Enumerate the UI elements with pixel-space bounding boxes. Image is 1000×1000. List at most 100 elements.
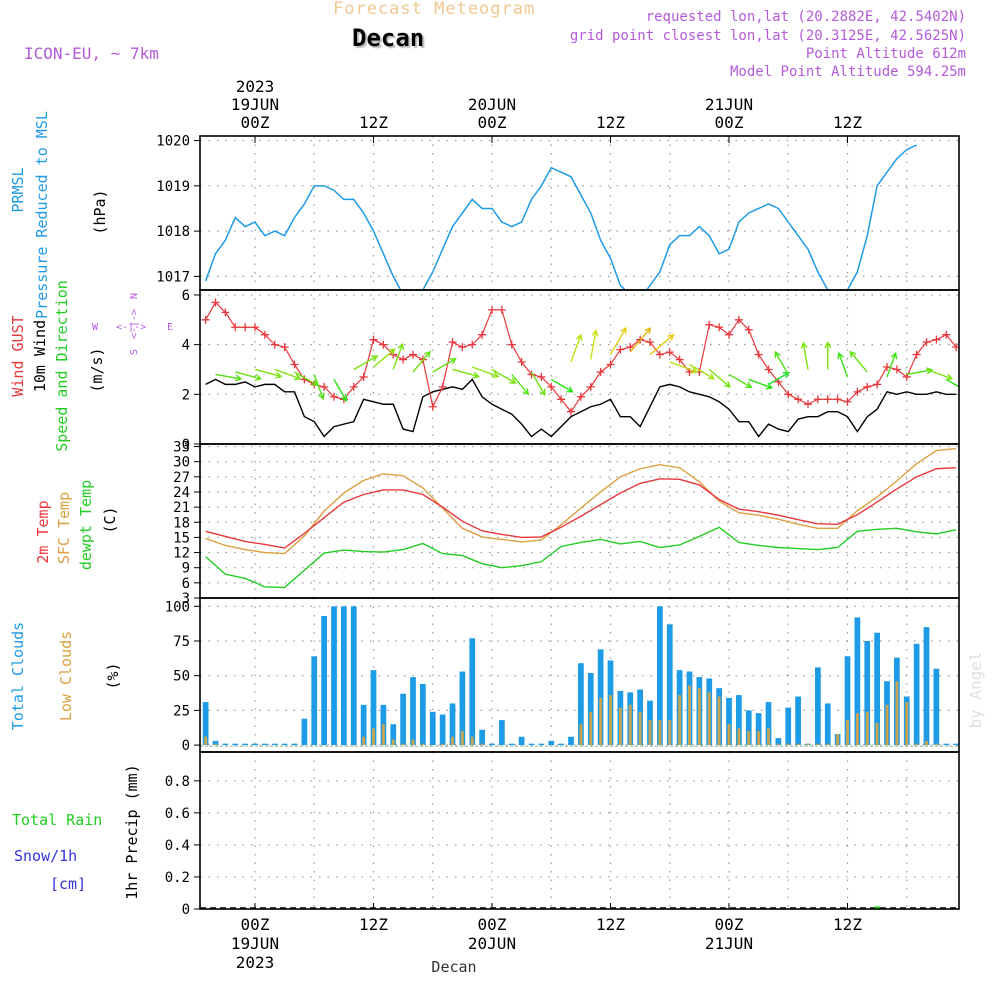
total-cloud-bar — [568, 736, 574, 746]
y-tick-label: 3 — [182, 591, 190, 607]
total-cloud-bar — [360, 704, 367, 746]
low-cloud-bar — [658, 720, 662, 746]
low-cloud-bar — [806, 743, 810, 746]
low-cloud-bar — [648, 720, 652, 746]
total-clouds-label: Total Clouds — [9, 622, 27, 730]
total-cloud-bar — [597, 649, 604, 746]
wind-direction-arrow — [412, 350, 431, 373]
y-tick-label: 30 — [173, 455, 190, 471]
total-cloud-bar — [736, 695, 742, 746]
total-cloud-bar — [755, 713, 762, 746]
low-cloud-bar — [609, 695, 612, 746]
total-cloud-bar — [469, 638, 476, 746]
bottom-time-label: 12Z — [359, 915, 388, 934]
bottom-time-label: 00Z — [715, 915, 744, 934]
wind-gust-marker — [557, 395, 566, 404]
low-cloud-bar — [362, 736, 366, 746]
y-tick-label: 0.6 — [165, 806, 190, 822]
wind-gust-marker — [231, 323, 240, 332]
total-cloud-bar — [341, 606, 347, 746]
pressure-line — [204, 144, 917, 290]
total-cloud-bar — [459, 671, 466, 746]
pressure-label-prmsl: PRMSL — [9, 167, 27, 212]
compass-south: S — [129, 349, 140, 355]
total-cloud-bar — [657, 606, 663, 746]
product-title: Forecast Meteogram — [333, 0, 536, 19]
wind-direction-arrow — [294, 371, 319, 386]
wind-gust-marker — [201, 315, 210, 324]
wind-speed-line — [205, 378, 957, 438]
y-tick-label: 18 — [173, 515, 190, 531]
wind-gust-marker — [409, 350, 417, 359]
top-time-label: 21JUN — [705, 95, 753, 114]
wind-gust-marker — [330, 392, 338, 401]
total-cloud-bar — [933, 668, 940, 746]
low-cloud-bar — [846, 720, 849, 746]
total-cloud-bar — [943, 743, 950, 746]
total-cloud-bar — [765, 702, 772, 746]
low-cloud-bar — [826, 743, 830, 746]
wind-direction-arrow — [748, 378, 774, 390]
low-cloud-bar — [915, 743, 919, 746]
total-cloud-bar — [587, 672, 594, 746]
rain-label: Total Rain — [12, 811, 102, 829]
total-cloud-bar — [548, 740, 555, 746]
total-cloud-bar — [844, 656, 851, 746]
low-cloud-bar — [214, 743, 217, 746]
y-tick-label: 100 — [165, 599, 190, 615]
low-cloud-bar — [204, 736, 208, 746]
top-time-label: 00Z — [478, 113, 507, 132]
compass-horizontal: <-|-> — [116, 322, 146, 333]
gridpoint-coordinates: grid point closest lon,lat (20.3125E, 42… — [569, 28, 966, 44]
wind-gust-marker — [260, 330, 269, 339]
wind-gust-marker — [517, 358, 526, 367]
rain-bar — [874, 906, 881, 909]
wind-gust-marker — [616, 345, 625, 354]
low-clouds-label: Low Clouds — [57, 631, 75, 721]
wind-gust-marker — [369, 335, 378, 344]
bottom-time-label: 2023 — [236, 953, 275, 972]
pressure-label-msl: Pressure Reduced to MSL — [33, 111, 51, 319]
total-cloud-bar — [400, 693, 406, 746]
total-cloud-bar — [262, 743, 268, 746]
total-cloud-bar — [726, 697, 732, 746]
wind-gust-marker — [507, 340, 516, 349]
total-cloud-bar — [222, 743, 229, 746]
wind-direction-arrow — [373, 348, 396, 368]
low-cloud-bar — [855, 713, 859, 746]
y-tick-label: 1018 — [156, 224, 190, 240]
snow-label: Snow/1h — [14, 847, 77, 865]
wind-gust-marker — [596, 367, 605, 376]
wind-direction-label: Speed and Direction — [53, 280, 71, 452]
compass-vertical: <-|-> — [129, 309, 140, 339]
total-cloud-bar — [429, 711, 436, 746]
total-cloud-bar — [874, 632, 880, 746]
bottom-time-label: 00Z — [241, 915, 270, 934]
wind-gust-marker — [576, 392, 585, 401]
wind-gust-marker — [912, 350, 921, 359]
low-cloud-bar — [707, 692, 711, 746]
total-cloud-bar — [913, 643, 920, 746]
wind-gust-marker — [744, 325, 753, 334]
compass-west: W — [92, 322, 99, 333]
wind-10m-label: 10m Wind — [31, 320, 49, 392]
y-tick-label: 9 — [182, 561, 190, 577]
y-tick-label: 2 — [182, 387, 190, 403]
total-cloud-bar — [854, 617, 861, 746]
y-tick-label: 0 — [182, 738, 190, 754]
wind-direction-arrow — [728, 373, 753, 389]
low-cloud-bar — [875, 722, 879, 746]
wind-gust-marker — [488, 305, 496, 314]
low-cloud-bar — [796, 743, 800, 746]
y-tick-label: 1017 — [156, 269, 190, 285]
low-cloud-bar — [776, 743, 780, 746]
wind-gust-marker — [863, 382, 872, 391]
total-cloud-bar — [864, 641, 871, 746]
wind-gust-marker — [399, 355, 408, 364]
wind-gust-marker — [794, 395, 803, 404]
total-cloud-bar — [953, 743, 959, 746]
wind-direction-arrow — [768, 371, 791, 385]
low-cloud-bar — [905, 702, 909, 746]
top-time-label: 00Z — [241, 113, 270, 132]
